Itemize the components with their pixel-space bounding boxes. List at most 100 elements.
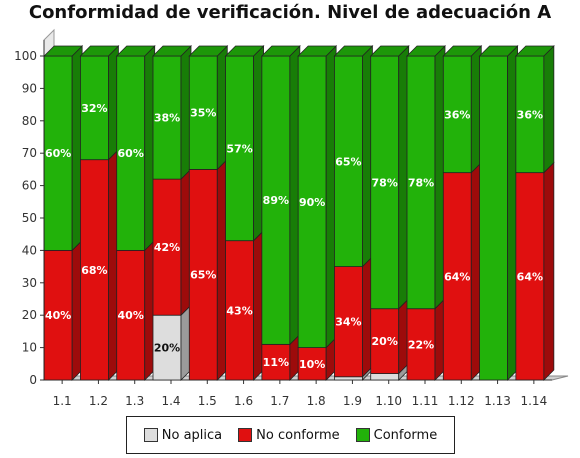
bar-segment-conforme <box>515 55 545 174</box>
bar-stack-1.14: 64% 36% <box>514 45 555 381</box>
data-label: 89% <box>263 194 289 207</box>
bar-top <box>369 45 410 57</box>
bar-stack-1.6: 43% 57% <box>224 45 265 381</box>
bar-segment-conforme <box>188 55 218 170</box>
data-label: 90% <box>299 196 325 209</box>
data-label: 57% <box>226 142 252 155</box>
bar-stack-1.12: 64% 36% <box>442 45 483 381</box>
x-tick-label: 1.9 <box>343 394 362 408</box>
data-label: 36% <box>444 108 470 121</box>
x-tick-label: 1.2 <box>89 394 108 408</box>
legend-label-conforme: Conforme <box>373 427 438 443</box>
data-label: 34% <box>335 316 361 329</box>
x-tick-label: 1.11 <box>412 394 439 408</box>
bar-segment-no-aplica <box>334 376 363 381</box>
data-label: 20% <box>154 342 180 355</box>
x-axis: 1.1 1.2 1.3 1.4 1.5 1.6 1.7 1.8 1.9 1.10 1.11 1.12 1… <box>53 380 547 408</box>
legend-swatch-conforme <box>355 428 370 442</box>
data-label: 43% <box>226 304 252 317</box>
bar-segment-conforme <box>43 55 73 251</box>
x-tick-label: 1.10 <box>375 394 402 408</box>
x-tick-label: 1.8 <box>307 394 326 408</box>
bar-top <box>333 45 374 57</box>
data-label: 60% <box>118 147 144 160</box>
bar-segment-conforme <box>370 55 400 310</box>
bar-top <box>478 45 519 57</box>
bar-top <box>297 45 338 57</box>
bar-side <box>543 45 555 174</box>
legend-label-no-conforme: No conforme <box>256 427 340 443</box>
data-label: 60% <box>45 147 71 160</box>
data-label: 11% <box>263 356 289 369</box>
data-label: 40% <box>45 309 71 322</box>
legend-swatch-no-conforme <box>238 428 253 442</box>
bar-top <box>79 45 120 57</box>
legend-item-no-aplica: No aplica <box>143 428 222 443</box>
x-tick-label: 1.13 <box>484 394 511 408</box>
legend-item-no-conforme: No conforme <box>238 427 340 443</box>
bar-top <box>224 45 265 57</box>
x-tick-label: 1.7 <box>270 394 289 408</box>
x-tick-label: 1.3 <box>125 394 144 408</box>
data-label: 78% <box>408 176 434 189</box>
legend-swatch-no-aplica <box>143 428 158 442</box>
legend-item-conforme: Conforme <box>355 427 438 443</box>
y-tick-label: 100 <box>14 49 37 63</box>
y-tick-label: 40 <box>22 243 37 257</box>
bar-segment-no-conforme <box>188 168 218 381</box>
bar-segment-no-conforme <box>442 172 472 381</box>
bar-stack-1.13 <box>478 45 519 381</box>
bar-stack-1.7: 11% 89% <box>260 45 301 381</box>
data-label: 35% <box>190 107 216 120</box>
data-label: 36% <box>517 108 543 121</box>
bar-segment-no-aplica <box>370 373 400 381</box>
data-label: 64% <box>444 270 470 283</box>
bar-stack-1.10: 20% 78% <box>369 45 410 381</box>
bar-stack-1.1: 40% 60% <box>43 45 84 381</box>
data-label: 64% <box>517 270 543 283</box>
x-tick-label: 1.4 <box>161 394 180 408</box>
bar-segment-conforme <box>297 55 327 349</box>
bar-segment-conforme <box>225 55 254 242</box>
y-axis: 0 10 20 30 40 50 60 70 80 90 100 <box>14 49 44 387</box>
bar-stack-1.2: 68% 32% <box>79 45 120 381</box>
bar-segment-conforme <box>80 55 109 161</box>
data-label: 78% <box>372 176 398 189</box>
bar-stack-1.11: 22% 78% <box>406 45 446 381</box>
bar-segment-no-conforme <box>515 172 545 381</box>
data-label: 65% <box>335 155 361 168</box>
data-label: 38% <box>154 112 180 125</box>
bars-group: 40% 60% 68% 32% 40% 60% 20% 42% 38% 65% 35% 43% 57% 1… <box>43 45 555 381</box>
bar-top <box>152 45 192 57</box>
bar-segment-no-conforme <box>80 159 109 381</box>
bar-segment-no-conforme <box>152 178 182 316</box>
y-tick-label: 0 <box>29 373 37 387</box>
bar-side <box>543 161 555 381</box>
data-label: 32% <box>81 102 107 115</box>
bar-segment-no-conforme <box>225 240 254 381</box>
y-tick-label: 10 <box>22 341 37 355</box>
bar-stack-1.9: 34% 65% <box>333 45 374 381</box>
bar-stack-1.5: 65% 35% <box>188 45 229 381</box>
bar-stack-1.4: 20% 42% 38% <box>152 45 192 381</box>
y-tick-label: 30 <box>22 276 37 290</box>
data-label: 10% <box>299 358 325 371</box>
bar-stack-1.8: 10% 90% <box>297 45 338 381</box>
y-tick-label: 50 <box>22 211 37 225</box>
x-tick-label: 1.6 <box>234 394 253 408</box>
data-label: 65% <box>190 269 216 282</box>
bar-top <box>260 45 301 57</box>
x-tick-label: 1.14 <box>520 394 547 408</box>
y-tick-label: 20 <box>22 308 37 322</box>
data-label: 20% <box>372 335 398 348</box>
bar-segment-conforme <box>406 55 436 310</box>
x-tick-label: 1.1 <box>53 394 72 408</box>
bar-top <box>514 45 555 57</box>
bar-top <box>188 45 229 57</box>
bar-top <box>406 45 446 57</box>
x-tick-label: 1.5 <box>198 394 217 408</box>
y-tick-label: 70 <box>22 146 37 160</box>
legend: No aplica No conforme Conforme <box>126 416 455 454</box>
data-label: 40% <box>118 309 144 322</box>
